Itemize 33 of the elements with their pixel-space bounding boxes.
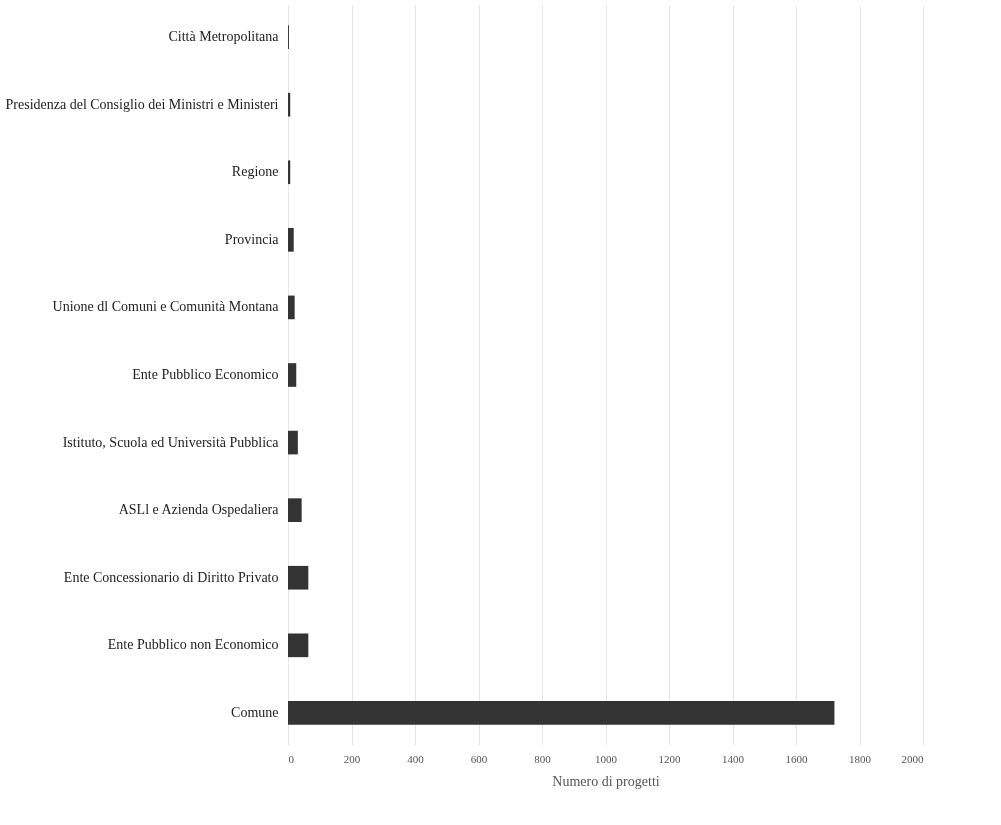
- y-tick-label: Ente Pubblico non Economico: [107, 637, 279, 653]
- y-tick-label: Ente Pubblico Economico: [132, 367, 279, 382]
- y-tick-label: Città Metropolitana: [168, 29, 280, 45]
- bar: [288, 160, 291, 185]
- bar: [288, 430, 298, 455]
- x-tick-label: 1200: [658, 752, 681, 765]
- x-tick-label: 1600: [785, 752, 808, 765]
- x-axis-title: Numero di progetti: [552, 773, 660, 789]
- bar: [288, 228, 294, 252]
- y-tick-label: Regione: [231, 164, 279, 180]
- x-tick-label: 400: [407, 752, 425, 765]
- x-tick-label: 600: [470, 752, 488, 765]
- y-tick-label: Presidenza del Consiglio dei Ministri e Ministeri: [5, 96, 279, 112]
- bar: [288, 565, 309, 590]
- x-tick-label: 200: [343, 752, 361, 765]
- x-tick-label: 800: [534, 752, 552, 765]
- x-tick-label: 0: [288, 752, 295, 765]
- bar: [288, 295, 295, 320]
- y-tick-label: Ente Concessionario di Diritto Privato: [63, 569, 279, 585]
- x-tick-label: 2000: [901, 752, 924, 765]
- bar: [288, 701, 835, 725]
- x-tick-label: 1800: [849, 752, 872, 765]
- x-tick-label: 1000: [595, 752, 618, 765]
- bar: [288, 92, 291, 117]
- y-tick-label: Provincia: [224, 231, 280, 247]
- bar: [288, 633, 309, 658]
- y-tick-label: Istituto, Scuola ed Università Pubblica: [62, 434, 280, 450]
- y-tick-label: ASLl e Azienda Ospedaliera: [118, 502, 280, 518]
- y-tick-label: Comune: [231, 704, 279, 720]
- y-tick-label: Unione dl Comuni e Comunità Montana: [52, 299, 280, 315]
- x-tick-label: 1400: [722, 752, 745, 765]
- bar: [288, 498, 302, 522]
- bar: [288, 363, 297, 387]
